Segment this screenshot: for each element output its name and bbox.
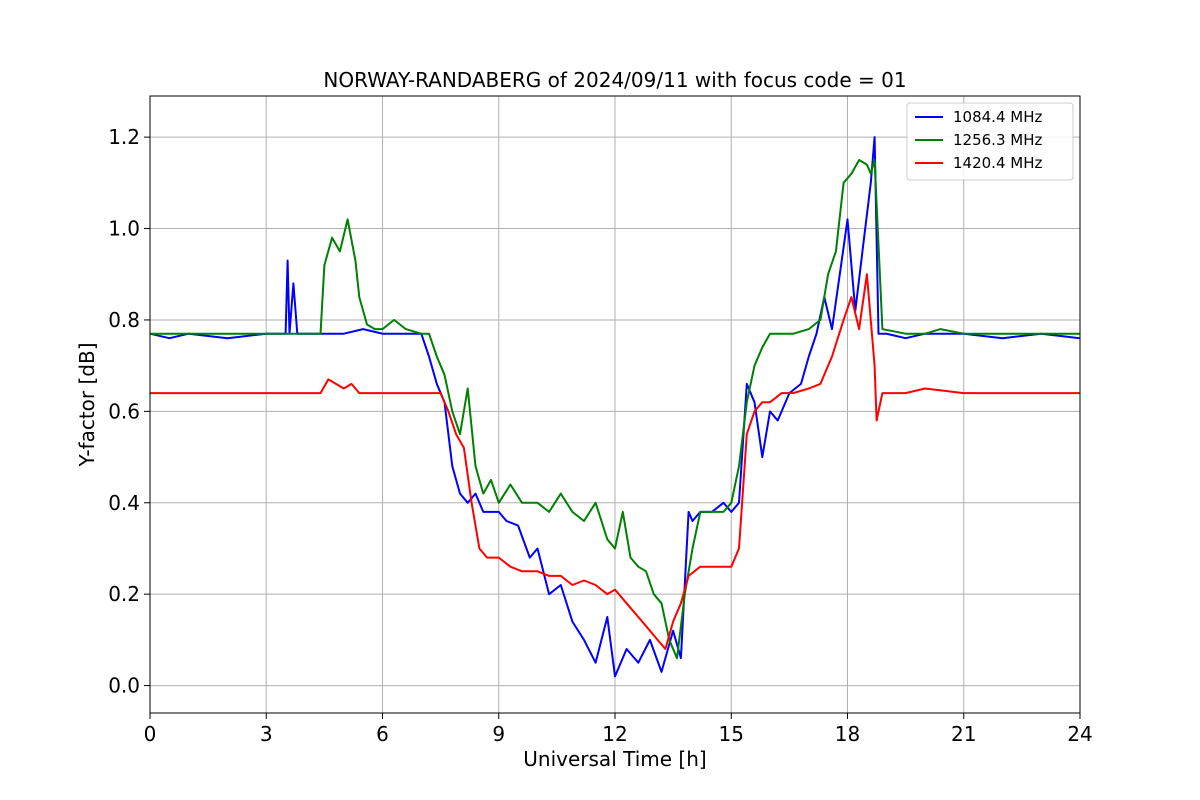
legend-box — [906, 102, 1074, 181]
series-line-1 — [150, 159, 1080, 660]
y-tick-label: 1.2 — [108, 125, 140, 149]
axis-ticks: 0 3 6 9 12 15 18 21 24 0.0 0.2 0.4 0.6 0.8 1.0 1.2 — [108, 125, 1093, 746]
plot-area — [149, 136, 1081, 678]
x-tick-label: 3 — [260, 722, 273, 746]
chart-title: NORWAY-RANDABERG of 2024/09/11 with focu… — [323, 68, 906, 92]
legend-label-0: 1084.4 MHz — [953, 108, 1042, 126]
x-tick-label: 18 — [835, 722, 860, 746]
x-tick-label: 9 — [492, 722, 505, 746]
y-axis-label: Y-factor [dB] — [75, 342, 99, 467]
y-tick-label: 0.2 — [108, 582, 140, 606]
series-line-0 — [149, 136, 1081, 678]
x-tick-label: 0 — [144, 722, 157, 746]
x-tick-label: 21 — [951, 722, 976, 746]
x-tick-label: 15 — [719, 722, 744, 746]
y-tick-label: 0.0 — [108, 674, 140, 698]
legend-label-1: 1256.3 MHz — [953, 131, 1042, 149]
x-tick-label: 24 — [1067, 722, 1092, 746]
series-line-2 — [150, 273, 1080, 650]
x-tick-label: 6 — [376, 722, 389, 746]
y-tick-label: 0.4 — [108, 491, 140, 515]
y-tick-label: 0.6 — [108, 399, 140, 423]
x-axis-label: Universal Time [h] — [523, 747, 706, 771]
y-tick-label: 0.8 — [108, 308, 140, 332]
x-tick-label: 12 — [602, 722, 627, 746]
legend: 1084.4 MHz 1256.3 MHz 1420.4 MHz — [906, 102, 1074, 181]
legend-label-2: 1420.4 MHz — [953, 154, 1042, 172]
y-tick-label: 1.0 — [108, 217, 140, 241]
